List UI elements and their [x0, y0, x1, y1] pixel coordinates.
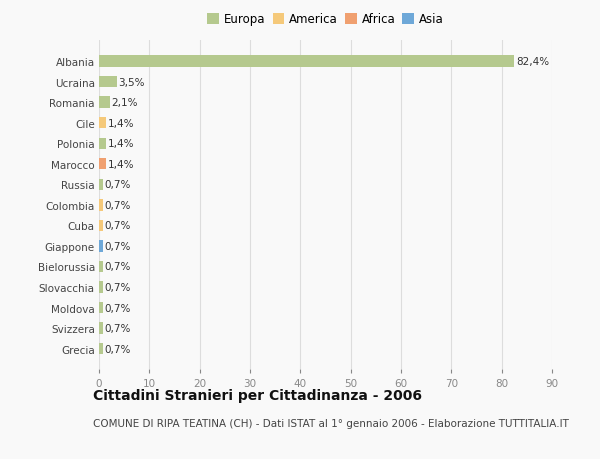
- Text: 1,4%: 1,4%: [108, 139, 134, 149]
- Text: 0,7%: 0,7%: [104, 221, 131, 231]
- Text: Cittadini Stranieri per Cittadinanza - 2006: Cittadini Stranieri per Cittadinanza - 2…: [93, 388, 422, 402]
- Bar: [99, 56, 514, 67]
- Bar: [99, 241, 103, 252]
- Legend: Europa, America, Africa, Asia: Europa, America, Africa, Asia: [205, 11, 446, 29]
- Bar: [99, 302, 103, 313]
- Bar: [99, 220, 103, 231]
- Bar: [99, 118, 106, 129]
- Text: 0,7%: 0,7%: [104, 180, 131, 190]
- Bar: [99, 159, 106, 170]
- Text: 1,4%: 1,4%: [108, 159, 134, 169]
- Bar: [99, 97, 110, 108]
- Bar: [99, 261, 103, 273]
- Bar: [99, 200, 103, 211]
- Text: 1,4%: 1,4%: [108, 118, 134, 129]
- Text: 3,5%: 3,5%: [119, 78, 145, 87]
- Text: 2,1%: 2,1%: [112, 98, 138, 108]
- Bar: [99, 77, 116, 88]
- Text: 0,7%: 0,7%: [104, 201, 131, 210]
- Text: 0,7%: 0,7%: [104, 303, 131, 313]
- Bar: [99, 343, 103, 355]
- Text: 82,4%: 82,4%: [516, 57, 549, 67]
- Text: 0,7%: 0,7%: [104, 262, 131, 272]
- Text: COMUNE DI RIPA TEATINA (CH) - Dati ISTAT al 1° gennaio 2006 - Elaborazione TUTTI: COMUNE DI RIPA TEATINA (CH) - Dati ISTAT…: [93, 418, 569, 428]
- Bar: [99, 323, 103, 334]
- Text: 0,7%: 0,7%: [104, 344, 131, 354]
- Text: 0,7%: 0,7%: [104, 324, 131, 333]
- Bar: [99, 138, 106, 150]
- Bar: [99, 282, 103, 293]
- Text: 0,7%: 0,7%: [104, 241, 131, 252]
- Text: 0,7%: 0,7%: [104, 282, 131, 292]
- Bar: [99, 179, 103, 190]
